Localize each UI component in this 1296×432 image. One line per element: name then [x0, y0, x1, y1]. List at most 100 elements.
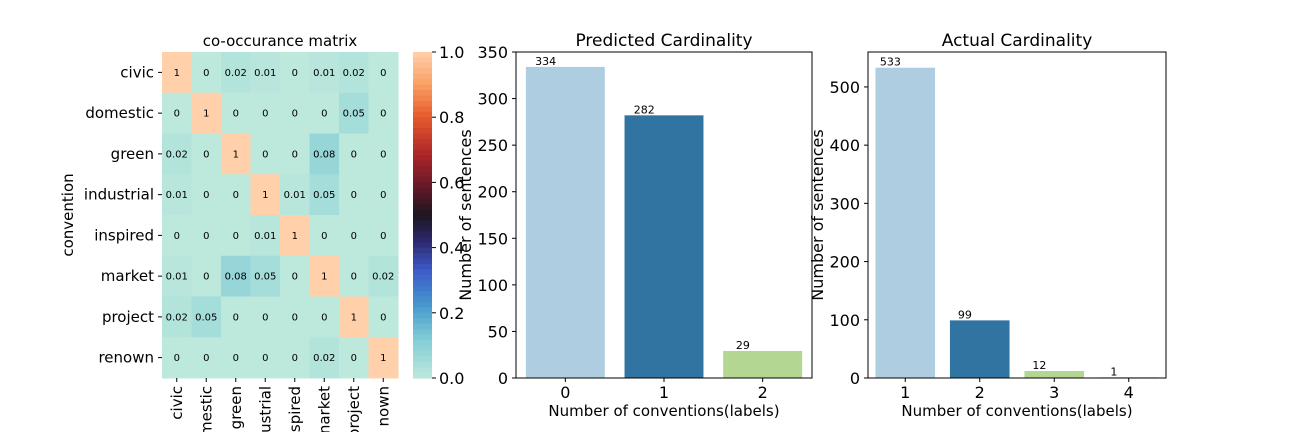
heatmap-cell — [162, 52, 192, 94]
y-tick-label: 0 — [498, 369, 508, 388]
colorbar-segment — [413, 149, 432, 156]
heatmap-cell-label: 0 — [292, 149, 298, 160]
heatmap-row-label: market — [101, 267, 154, 285]
heatmap-cell-label: 0.01 — [166, 272, 188, 283]
heatmap-cell-label: 0 — [262, 109, 268, 120]
x-tick-label: 0 — [560, 383, 570, 402]
colorbar-segment — [413, 339, 432, 346]
heatmap-cell — [309, 215, 340, 257]
heatmap-col-label: green — [227, 386, 245, 429]
colorbar-segment — [413, 334, 432, 341]
heatmap-cell — [191, 174, 222, 216]
colorbar-segment — [413, 52, 432, 59]
heatmap-cell-label: 0.01 — [313, 68, 335, 79]
heatmap-cell — [250, 133, 281, 175]
heatmap-cell — [368, 92, 399, 134]
bar-value-label: 334 — [535, 55, 556, 68]
x-tick-label: 3 — [1049, 383, 1059, 402]
colorbar-tick-label: 0.0 — [439, 369, 464, 388]
colorbar-segment — [413, 133, 432, 140]
bar — [723, 350, 803, 378]
y-tick-label: 250 — [477, 136, 508, 155]
heatmap-cell — [250, 255, 281, 297]
heatmap-cell-label: 0 — [233, 190, 239, 201]
colorbar-segment — [413, 269, 432, 276]
y-tick-label: 350 — [477, 43, 508, 62]
heatmap-cell-label: 0 — [380, 68, 386, 79]
colorbar-segment — [413, 73, 432, 80]
heatmap-cell-label: 1 — [292, 231, 298, 242]
colorbar-segment — [413, 263, 432, 270]
heatmap-col-label: civic — [168, 386, 186, 420]
colorbar-segment — [413, 68, 432, 75]
heatmap-cell — [191, 92, 222, 134]
heatmap-cell — [162, 133, 192, 175]
colorbar-segment — [413, 296, 432, 303]
heatmap-cell-label: 1 — [380, 353, 386, 364]
x-tick-label: 1 — [900, 383, 910, 402]
heatmap-cell — [368, 255, 399, 297]
heatmap-cell — [339, 255, 369, 297]
colorbar-segment — [413, 193, 432, 200]
y-tick-label: 150 — [477, 229, 508, 248]
colorbar-tick-label: 0.8 — [439, 108, 464, 127]
colorbar-segment — [413, 350, 432, 357]
y-tick-label: 300 — [477, 90, 508, 109]
colorbar-tick-label: 0.6 — [439, 173, 464, 192]
heatmap-cell — [162, 174, 192, 216]
heatmap-cell-label: 0 — [351, 190, 357, 201]
heatmap-cell-label: 0.02 — [166, 312, 188, 323]
heatmap-cell — [162, 255, 192, 297]
heatmap-cell-label: 0.02 — [313, 353, 335, 364]
colorbar-segment — [413, 204, 432, 211]
heatmap-cell — [162, 215, 192, 257]
bar-value-label: 99 — [958, 308, 972, 321]
heatmap-cell — [221, 255, 251, 297]
heatmap-cell-label: 0 — [321, 312, 327, 323]
heatmap-cell-label: 0 — [351, 149, 357, 160]
y-tick-label: 0 — [850, 369, 860, 388]
colorbar-segment — [413, 182, 432, 189]
heatmap-cell — [191, 52, 222, 94]
heatmap-cell-label: 0 — [262, 312, 268, 323]
heatmap-cell — [368, 337, 399, 379]
heatmap-cell — [221, 174, 251, 216]
y-tick-label: 200 — [477, 183, 508, 202]
heatmap-cell-label: 0.05 — [343, 109, 365, 120]
heatmap-cell — [309, 255, 340, 297]
heatmap-cell-label: 0 — [321, 109, 327, 120]
heatmap-cell-label: 0 — [351, 353, 357, 364]
x-tick-label: 4 — [1124, 383, 1134, 402]
colorbar-segment — [413, 155, 432, 162]
heatmap-cell — [250, 174, 281, 216]
heatmap-cell — [162, 92, 192, 134]
heatmap-col-label: ustrial — [256, 386, 274, 432]
heatmap-cell-label: 0 — [380, 149, 386, 160]
bar-value-label: 1 — [1110, 365, 1117, 378]
colorbar-segment — [413, 160, 432, 167]
colorbar-segment — [413, 198, 432, 205]
heatmap-cell-label: 0 — [233, 231, 239, 242]
heatmap-colorbar: 0.0 0.2 0.4 0.6 0.8 1.0 — [413, 43, 464, 388]
heatmap-chart: co-occurance matrix 1 0 0.02 0.01 0 0.01 0.02 0 0… — [59, 32, 399, 432]
heatmap-cell — [221, 92, 251, 134]
heatmap-cell-label: 1 — [321, 272, 327, 283]
heatmap-cell — [368, 296, 399, 338]
heatmap-cell — [309, 337, 340, 379]
colorbar-segment — [413, 345, 432, 352]
colorbar-segment — [413, 128, 432, 135]
heatmap-cell — [368, 215, 399, 257]
bar — [1024, 371, 1085, 378]
colorbar-segment — [413, 258, 432, 265]
heatmap-cell — [250, 215, 281, 257]
heatmap-cell — [339, 52, 369, 94]
colorbar-segment — [413, 274, 432, 281]
x-axis-label: Number of conventions(labels) — [548, 402, 779, 420]
y-axis-label: Number of sentences — [456, 129, 475, 300]
colorbar-segment — [413, 106, 432, 113]
heatmap-cell-label: 0 — [233, 109, 239, 120]
colorbar-segment — [413, 242, 432, 249]
x-tick-label: 2 — [975, 383, 985, 402]
colorbar-segment — [413, 367, 432, 374]
heatmap-cell-label: 0.02 — [372, 272, 394, 283]
